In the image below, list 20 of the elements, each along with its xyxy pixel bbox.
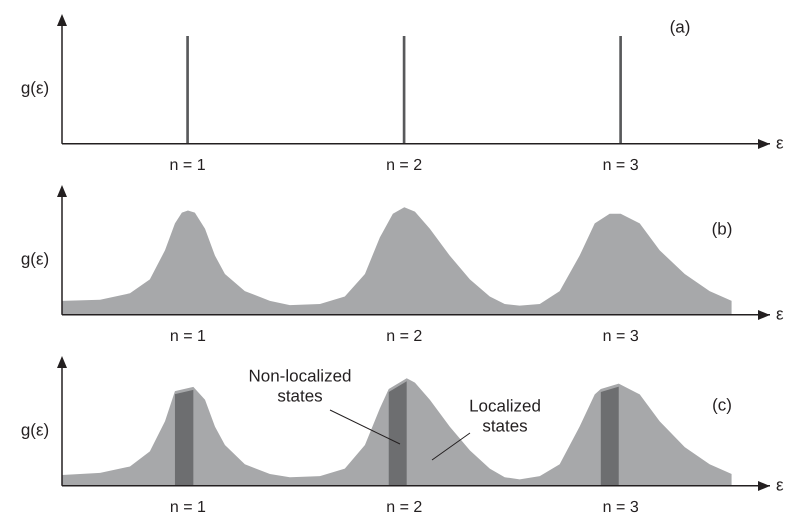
x-tick-label: n = 1	[170, 156, 206, 174]
annotation: Non-localized states	[248, 366, 352, 406]
x-tick-label: n = 3	[602, 498, 639, 516]
y-axis-title: g(ε)	[20, 250, 50, 269]
x-tick-label: n = 3	[602, 156, 639, 174]
annotation: (a)	[670, 18, 690, 37]
y-axis-title: g(ε)	[20, 420, 50, 440]
x-tick-label: n = 1	[170, 498, 206, 516]
annotation: (b)	[712, 220, 732, 239]
x-tick-label: n = 3	[602, 328, 639, 345]
x-tick-label: n = 2	[386, 498, 422, 516]
x-tick-label: n = 1	[170, 328, 206, 345]
annotation: Localized states	[469, 396, 541, 436]
x-axis-title: ε	[776, 133, 784, 152]
y-axis-title: g(ε)	[20, 78, 50, 98]
annotation: (c)	[712, 396, 732, 415]
x-axis-title: ε	[776, 304, 784, 324]
x-axis-title: ε	[776, 475, 784, 494]
x-tick-label: n = 2	[386, 156, 422, 174]
x-tick-label: n = 2	[386, 328, 422, 345]
